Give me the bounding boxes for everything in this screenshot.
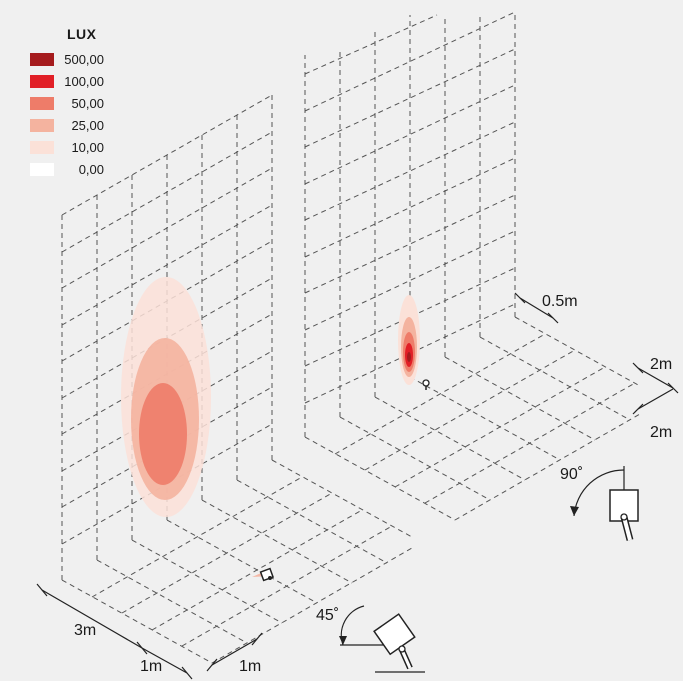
dimension-label-0-5m: 0.5m <box>542 293 578 310</box>
legend-label: 100,00 <box>64 73 104 89</box>
legend-item: 100,00 <box>30 70 140 92</box>
legend-swatch <box>30 52 54 66</box>
left-isolux-pattern <box>121 277 211 517</box>
legend-label: 10,00 <box>71 139 104 155</box>
legend-item: 500,00 <box>30 48 140 70</box>
dimension-label-3m: 3m <box>74 622 97 639</box>
isolux-contour-50 <box>139 383 187 485</box>
tilt-45-indicator <box>339 605 425 673</box>
left-fixture <box>252 567 275 582</box>
angle-label-45: 45˚ <box>316 607 340 624</box>
legend-swatch <box>30 118 54 132</box>
tilt-90-indicator <box>570 466 639 541</box>
legend-label: 25,00 <box>71 117 104 133</box>
dimension-label-2m: 2m <box>650 356 673 373</box>
dimension-label-2m: 2m <box>650 424 673 441</box>
angle-label-90: 90˚ <box>560 466 584 483</box>
dimension-label-1m: 1m <box>239 658 262 675</box>
right-wall-grid <box>304 11 516 437</box>
legend-swatch <box>30 140 54 154</box>
legend-item: 50,00 <box>30 92 140 114</box>
right-dimension-lines <box>514 292 679 415</box>
legend-swatch <box>30 96 54 110</box>
legend-title: LUX <box>67 26 97 42</box>
left-dimension-lines <box>36 583 263 680</box>
legend-label: 500,00 <box>64 51 104 67</box>
legend-label: 50,00 <box>71 95 104 111</box>
legend-item: 10,00 <box>30 136 140 158</box>
left-floor-grid <box>61 459 413 664</box>
legend-item: 0,00 <box>30 158 140 180</box>
isolux-contour-500 <box>407 352 411 362</box>
right-floor-grid <box>304 316 641 521</box>
lux-legend: LUX 500,00 100,00 50,00 25,00 10,00 0,00 <box>30 26 140 180</box>
legend-swatch <box>30 162 54 176</box>
legend-swatch <box>30 74 54 88</box>
legend-label: 0,00 <box>78 161 104 177</box>
legend-item: 25,00 <box>30 114 140 136</box>
right-isolux-pattern <box>398 295 420 385</box>
dimension-label-1m: 1m <box>140 658 163 675</box>
right-fixture <box>422 379 430 390</box>
